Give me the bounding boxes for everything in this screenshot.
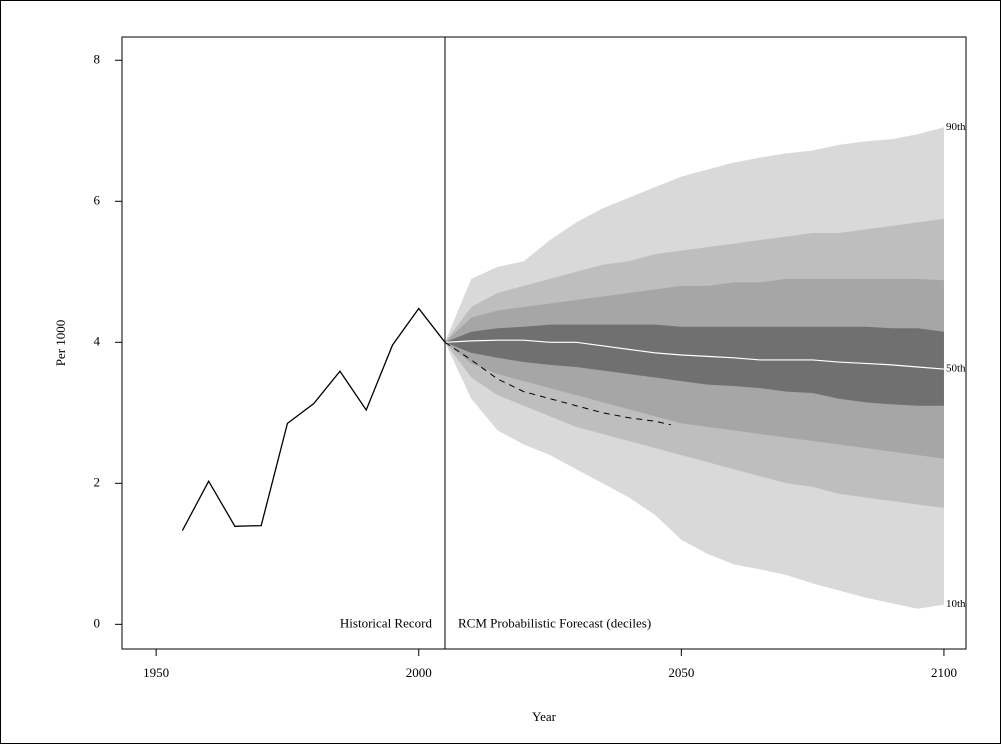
y-tick-label: 8 [94,51,101,66]
plot-area [181,37,944,649]
quantile-label: 90th [946,121,966,133]
historical-line [181,307,446,531]
annotation: Historical Record [340,615,433,630]
quantile-label: 10th [946,598,966,610]
y-tick-label: 2 [94,474,101,489]
forecast-band [444,324,944,406]
x-tick-label: 2050 [668,665,694,680]
y-axis-label: Per 1000 [53,320,68,367]
plot-frame [121,36,967,650]
x-tick-label: 2000 [406,665,432,680]
y-tick-label: 4 [94,333,101,348]
annotation: RCM Probabilistic Forecast (deciles) [458,615,651,630]
x-tick-label: 2100 [931,665,957,680]
quantile-label: 50th [946,363,966,375]
median-line [444,339,944,370]
x-axis-label: Year [532,709,557,724]
y-tick-label: 6 [94,192,101,207]
comparison-line [444,341,671,426]
y-tick-label: 0 [94,615,101,630]
x-tick-label: 1950 [143,665,169,680]
